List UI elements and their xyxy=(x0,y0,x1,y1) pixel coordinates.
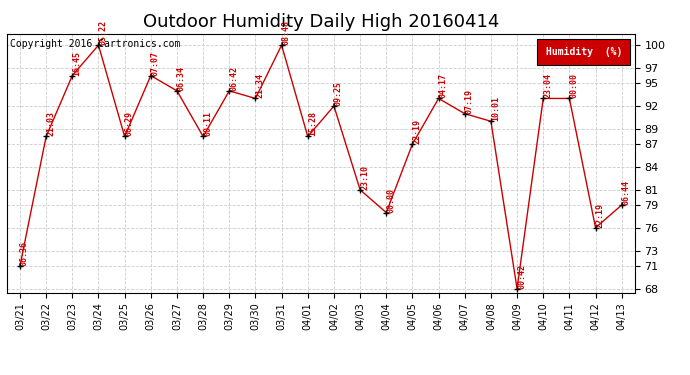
Text: 21:34: 21:34 xyxy=(255,74,264,99)
Text: 21:03: 21:03 xyxy=(46,111,55,136)
Text: 06:36: 06:36 xyxy=(20,241,29,266)
Text: 06:34: 06:34 xyxy=(177,66,186,91)
Text: 06:44: 06:44 xyxy=(622,180,631,205)
Text: Humidity  (%): Humidity (%) xyxy=(546,47,622,57)
Text: 09:25: 09:25 xyxy=(334,81,343,106)
Text: 06:29: 06:29 xyxy=(125,111,134,136)
Text: 07:19: 07:19 xyxy=(465,88,474,114)
Text: 00:00: 00:00 xyxy=(569,74,578,99)
Text: 23:04: 23:04 xyxy=(543,74,552,99)
Text: 00:00: 00:00 xyxy=(386,188,395,213)
Text: 00:42: 00:42 xyxy=(517,264,526,289)
Text: 23:10: 23:10 xyxy=(360,165,369,190)
Text: 08:48: 08:48 xyxy=(282,20,290,45)
Text: 00:11: 00:11 xyxy=(203,111,212,136)
Title: Outdoor Humidity Daily High 20160414: Outdoor Humidity Daily High 20160414 xyxy=(143,13,499,31)
Text: 07:07: 07:07 xyxy=(151,51,160,76)
Text: 10:01: 10:01 xyxy=(491,96,500,121)
Text: 05:22: 05:22 xyxy=(99,20,108,45)
Text: 06:42: 06:42 xyxy=(229,66,238,91)
Text: Copyright 2016 Cartronics.com: Copyright 2016 Cartronics.com xyxy=(10,39,180,49)
Text: 22:19: 22:19 xyxy=(595,203,604,228)
Text: 22:19: 22:19 xyxy=(413,119,422,144)
Text: 04:17: 04:17 xyxy=(439,74,448,99)
FancyBboxPatch shape xyxy=(538,39,631,65)
Text: 15:28: 15:28 xyxy=(308,111,317,136)
Text: 16:45: 16:45 xyxy=(72,51,81,76)
